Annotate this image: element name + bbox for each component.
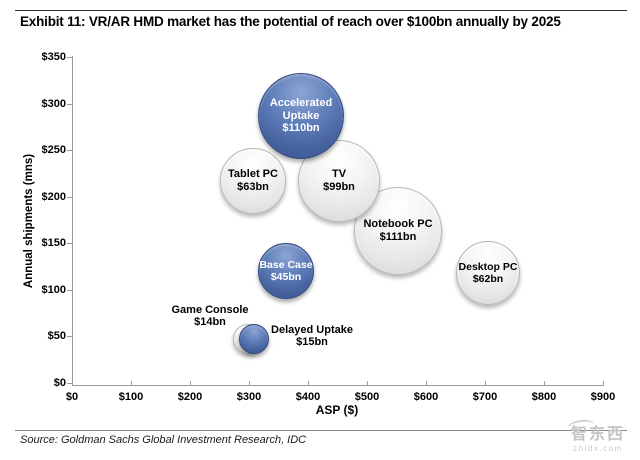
x-axis-title: ASP ($) — [315, 403, 359, 417]
bubble-label: Accelerated Uptake — [269, 97, 333, 122]
y-tick — [67, 243, 72, 244]
x-tick — [367, 381, 368, 385]
x-tick-label: $300 — [236, 391, 262, 403]
bubble-base-case: Base Case $45bn — [258, 243, 314, 299]
x-tick — [603, 381, 604, 385]
watermark-domain: zhidx.com — [573, 444, 623, 453]
bubble-value: $45bn — [270, 271, 302, 283]
x-tick-label: $800 — [531, 391, 557, 403]
x-axis-line — [72, 385, 604, 386]
y-tick-label: $350 — [41, 51, 66, 63]
y-tick-label: $150 — [41, 237, 66, 249]
y-tick-label: $250 — [41, 144, 66, 156]
x-tick — [131, 381, 132, 385]
label-game-console: Game Console $14bn — [171, 304, 249, 329]
bubble-label: Base Case — [259, 258, 313, 271]
bubble-value: $99bn — [323, 181, 355, 193]
x-tick — [544, 381, 545, 385]
y-axis-line — [72, 56, 73, 385]
label-delayed-uptake: Delayed Uptake $15bn — [271, 324, 353, 349]
x-tick-label: $200 — [177, 391, 203, 403]
bubble-label: Tablet PC — [228, 168, 278, 181]
y-tick — [67, 197, 72, 198]
y-tick — [67, 150, 72, 151]
bubble-label: Notebook PC — [363, 218, 433, 231]
bubble-tablet-pc: Tablet PC $63bn — [220, 148, 286, 214]
x-tick — [72, 381, 73, 385]
bubble-value: $62bn — [472, 273, 504, 285]
y-tick — [67, 290, 72, 291]
y-tick-label: $200 — [41, 191, 66, 203]
bubble-label: Desktop PC — [458, 260, 518, 273]
x-tick-label: $900 — [590, 391, 616, 403]
bottom-divider — [15, 430, 627, 431]
x-tick — [308, 381, 309, 385]
source-note: Source: Goldman Sachs Global Investment … — [20, 434, 307, 446]
y-tick-label: $50 — [47, 330, 66, 342]
y-tick — [67, 383, 72, 384]
y-tick-label: $300 — [41, 98, 66, 110]
bubble-delayed-uptake — [239, 324, 269, 354]
bubble-label: TV — [331, 168, 347, 181]
x-tick — [485, 381, 486, 385]
bubble-value: $110bn — [282, 122, 320, 135]
watermark: 智东西 zhidx.com — [562, 418, 634, 453]
x-tick — [249, 381, 250, 385]
y-tick-label: $100 — [41, 284, 66, 296]
x-tick-label: $500 — [354, 391, 380, 403]
x-tick — [190, 381, 191, 385]
y-tick — [67, 57, 72, 58]
y-tick — [67, 336, 72, 337]
x-tick-label: $600 — [413, 391, 439, 403]
bubble-value: $63bn — [237, 181, 269, 193]
y-tick-label: $0 — [53, 377, 66, 389]
bubble-accelerated-uptake: Accelerated Uptake $110bn — [258, 73, 344, 159]
y-tick — [67, 104, 72, 105]
x-tick-label: $400 — [295, 391, 321, 403]
x-tick — [426, 381, 427, 385]
x-tick-label: $700 — [472, 391, 498, 403]
bubble-desktop-pc: Desktop PC $62bn — [456, 241, 520, 305]
top-divider — [15, 10, 627, 11]
bubble-value: $111bn — [379, 231, 417, 243]
x-tick-label: $100 — [118, 391, 144, 403]
x-tick-label: $0 — [65, 391, 79, 403]
exhibit-title: Exhibit 11: VR/AR HMD market has the pot… — [20, 14, 561, 29]
watermark-logo: 智东西 — [570, 426, 625, 443]
